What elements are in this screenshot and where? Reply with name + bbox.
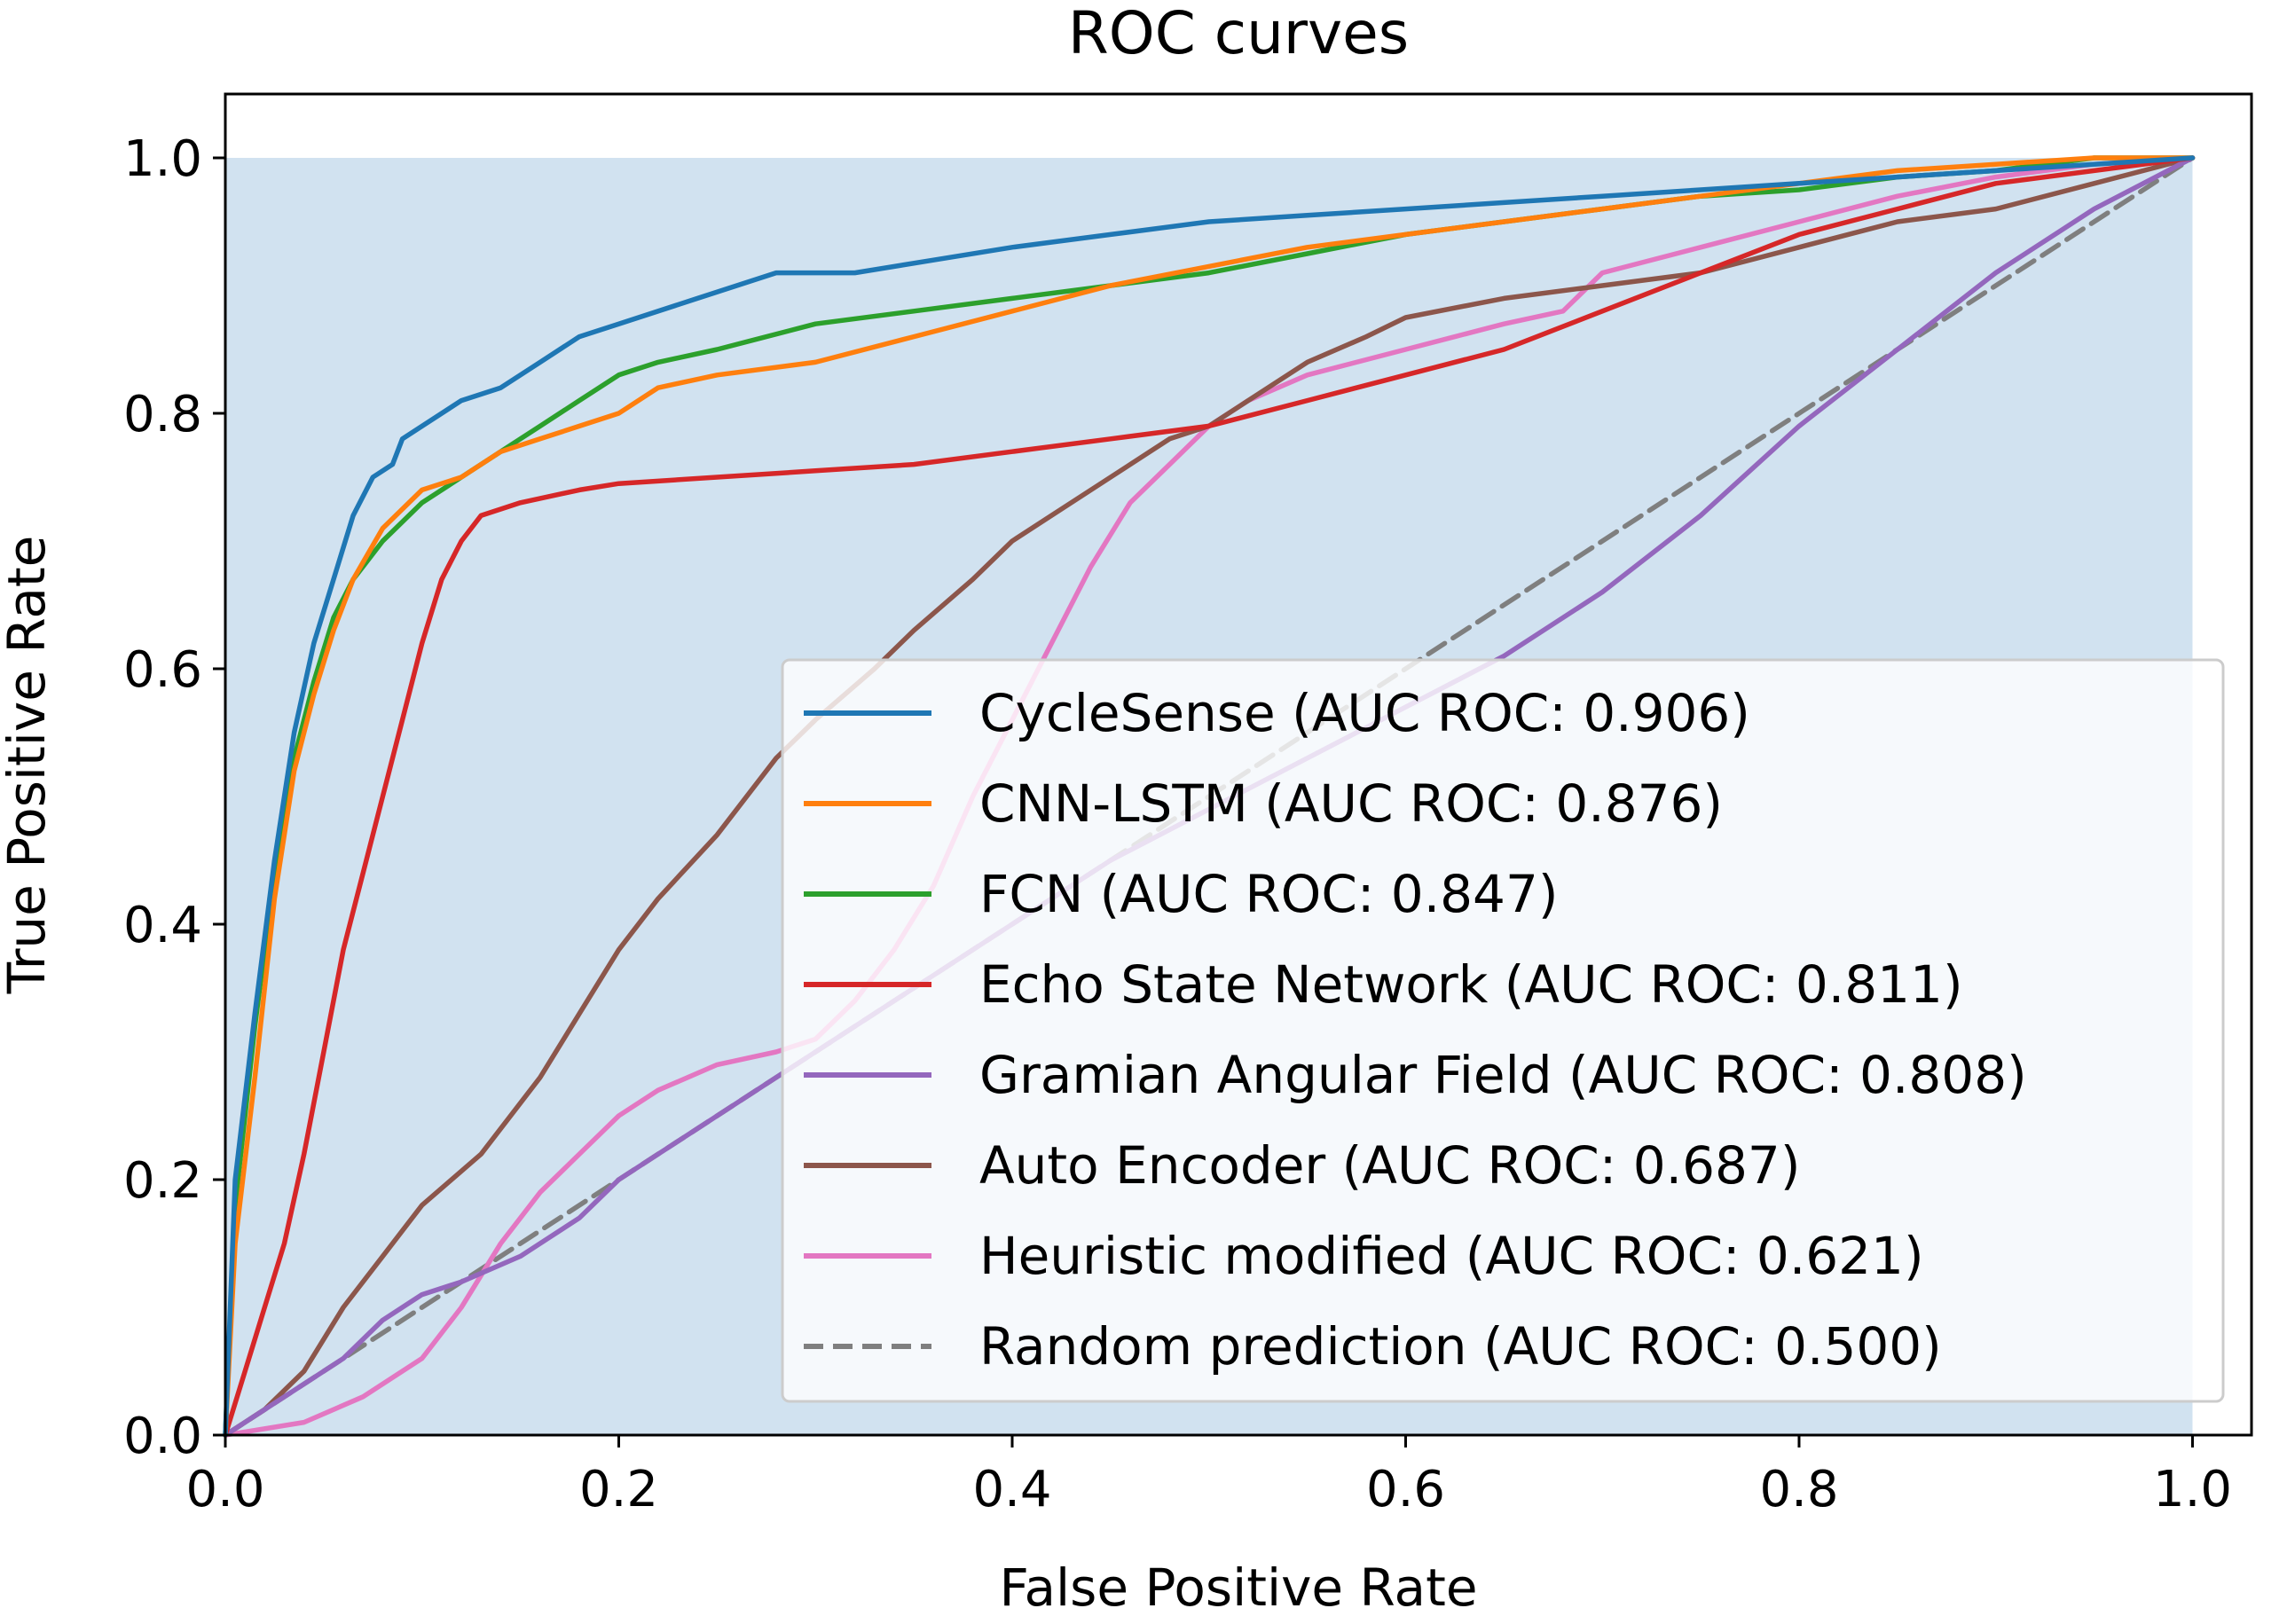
legend-label-3: Echo State Network (AUC ROC: 0.811): [979, 954, 1963, 1015]
legend-box: [781, 658, 2225, 1403]
legend: CycleSense (AUC ROC: 0.906) CNN-LSTM (AUC…: [781, 658, 2225, 1403]
y-tick-label: 0.2: [123, 1152, 202, 1210]
x-tick-label: 1.0: [2153, 1461, 2232, 1518]
series-line-1: [223, 155, 2196, 1438]
legend-label-1: CNN-LSTM (AUC ROC: 0.876): [979, 773, 1723, 834]
x-tick-label: 0.4: [972, 1461, 1051, 1518]
series-layer: [223, 155, 2196, 1438]
x-axis-ticks: 0.0 0.2 0.4 0.6 0.8 1.0: [185, 1435, 2232, 1518]
legend-label-6: Heuristic modified (AUC ROC: 0.621): [979, 1226, 1924, 1286]
series-line-3: [223, 155, 2196, 1438]
legend-label-4: Gramian Angular Field (AUC ROC: 0.808): [979, 1045, 2027, 1105]
y-tick-label: 0.0: [123, 1408, 202, 1465]
y-axis-ticks: 0.0 0.2 0.4 0.6 0.8 1.0: [123, 130, 225, 1465]
x-tick-label: 0.0: [185, 1461, 264, 1518]
legend-label-2: FCN (AUC ROC: 0.847): [979, 864, 1558, 924]
series-line-0: [223, 155, 2196, 1438]
legend-label-0: CycleSense (AUC ROC: 0.906): [979, 683, 1750, 743]
x-axis-label: False Positive Rate: [999, 1557, 1477, 1618]
chart-title: ROC curves: [1068, 0, 1409, 67]
series-line-5: [223, 155, 2196, 1438]
y-tick-label: 0.8: [123, 386, 202, 443]
y-tick-label: 0.6: [123, 641, 202, 699]
axes-frame: [224, 92, 2253, 1437]
y-tick-label: 1.0: [123, 130, 202, 188]
x-tick-label: 0.6: [1366, 1461, 1445, 1518]
y-axis-label: True Positive Rate: [0, 536, 57, 995]
legend-label-5: Auto Encoder (AUC ROC: 0.687): [979, 1135, 1800, 1196]
x-tick-label: 0.8: [1759, 1461, 1838, 1518]
y-tick-label: 0.4: [123, 897, 202, 954]
x-tick-label: 0.2: [579, 1461, 658, 1518]
legend-label-7: Random prediction (AUC ROC: 0.500): [979, 1316, 1942, 1377]
